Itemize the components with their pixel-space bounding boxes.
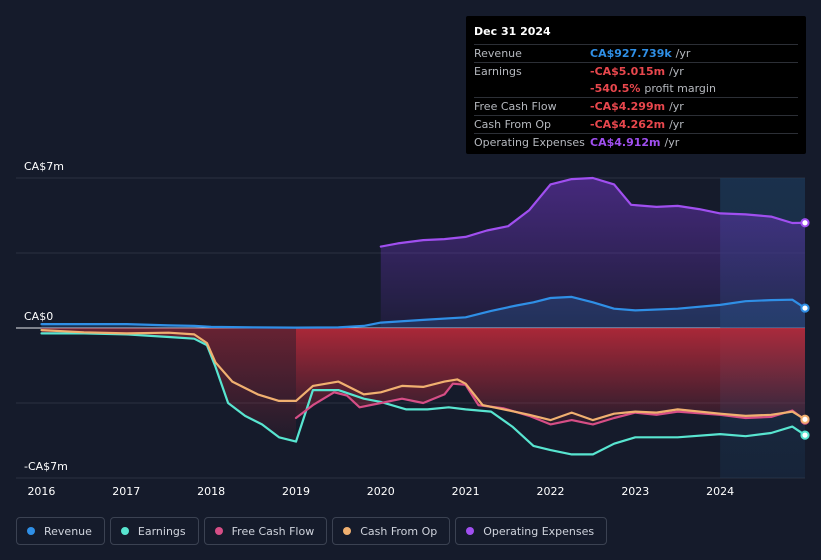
x-tick-label: 2017 bbox=[112, 485, 140, 498]
legend-dot-icon bbox=[120, 527, 129, 535]
legend-dot-icon bbox=[343, 527, 352, 535]
legend-dot-icon bbox=[27, 527, 35, 535]
cash-from-op-line bbox=[40, 329, 807, 422]
earnings-area bbox=[41, 328, 296, 442]
cash-from-op-end-marker bbox=[800, 414, 810, 424]
legend-label: Earnings bbox=[137, 524, 186, 538]
legend-label: Operating Expenses bbox=[483, 524, 595, 538]
chart-canvas: CA$7m CA$0 -CA$7m 2016 2017 2018 2019 2020 2021… bbox=[16, 160, 810, 498]
tooltip-row: Revenue CA$927.739k/yr bbox=[474, 44, 798, 62]
tooltip-row: Cash From Op -CA$4.262m/yr bbox=[474, 115, 798, 133]
x-tick-label: 2016 bbox=[27, 485, 55, 498]
earnings-end-marker bbox=[800, 430, 810, 440]
tooltip-row-value: CA$927.739k bbox=[590, 47, 672, 60]
tooltip-row-label: Free Cash Flow bbox=[474, 100, 557, 113]
x-tick-label: 2021 bbox=[452, 485, 480, 498]
legend-label: Free Cash Flow bbox=[231, 524, 315, 538]
tooltip-row-unit: /yr bbox=[664, 136, 680, 149]
tooltip-row-label: Earnings bbox=[474, 65, 522, 78]
legend-item-earnings[interactable]: Earnings bbox=[109, 517, 199, 545]
tooltip-row-unit: /yr bbox=[675, 47, 691, 60]
revenue-area bbox=[41, 296, 806, 328]
x-tick-label: 2022 bbox=[536, 485, 564, 498]
operating-expenses-line bbox=[379, 176, 807, 248]
tooltip-row-unit: /yr bbox=[669, 65, 684, 78]
x-tick-label: 2019 bbox=[282, 485, 310, 498]
legend: Revenue Earnings Free Cash Flow Cash From O… bbox=[16, 517, 608, 545]
tooltip-row-unit: profit margin bbox=[644, 82, 716, 95]
x-axis-labels: 2016 2017 2018 2019 2020 2021 2022 2023 2024 bbox=[27, 485, 734, 498]
y-tick-label: -CA$7m bbox=[24, 460, 68, 473]
tooltip-row-value: CA$4.912m bbox=[590, 136, 661, 149]
tooltip-row: -540.5% profit margin bbox=[474, 80, 798, 97]
legend-item-operating-expenses[interactable]: Operating Expenses bbox=[455, 517, 608, 545]
free-cash-flow-area bbox=[295, 328, 805, 425]
tooltip-row-value: -540.5% bbox=[590, 82, 641, 95]
operating-expenses-area bbox=[380, 178, 805, 328]
tooltip-row-unit: /yr bbox=[669, 100, 684, 113]
legend-item-cash-from-op[interactable]: Cash From Op bbox=[332, 517, 451, 545]
earnings-line bbox=[40, 332, 807, 456]
tooltip-row-unit: /yr bbox=[669, 118, 684, 131]
x-tick-label: 2023 bbox=[621, 485, 649, 498]
legend-item-revenue[interactable]: Revenue bbox=[16, 517, 105, 545]
tooltip-row: Free Cash Flow -CA$4.299m/yr bbox=[474, 97, 798, 115]
tooltip-row-value: -CA$4.299m bbox=[590, 100, 666, 113]
tooltip-panel: Dec 31 2024 Revenue CA$927.739k/yr Earning… bbox=[466, 16, 806, 154]
x-tick-label: 2024 bbox=[706, 485, 734, 498]
tooltip-row-label: Cash From Op bbox=[474, 118, 552, 131]
x-tick-label: 2018 bbox=[197, 485, 225, 498]
tooltip-row-value: -CA$4.262m bbox=[590, 118, 666, 131]
tooltip-rows: Revenue CA$927.739k/yr Earnings -CA$5.015m /… bbox=[474, 44, 798, 151]
area-fills bbox=[41, 178, 806, 442]
legend-label: Cash From Op bbox=[360, 524, 438, 538]
tooltip-row-label: Operating Expenses bbox=[474, 136, 585, 149]
series-lines bbox=[40, 176, 807, 456]
tooltip-row-label bbox=[474, 80, 590, 97]
series-end-markers bbox=[800, 218, 810, 440]
legend-dot-icon bbox=[466, 527, 475, 535]
tooltip-row: Operating Expenses CA$4.912m/yr bbox=[474, 133, 798, 151]
y-tick-label: CA$7m bbox=[24, 160, 64, 173]
revenue-line bbox=[40, 295, 807, 329]
legend-dot-icon bbox=[214, 527, 223, 535]
tooltip-date: Dec 31 2024 bbox=[474, 25, 551, 38]
y-axis-labels: CA$7m CA$0 -CA$7m bbox=[24, 160, 68, 473]
tooltip-row-label: Revenue bbox=[474, 47, 522, 60]
y-tick-label: CA$0 bbox=[24, 310, 53, 323]
tooltip-row-value: -CA$5.015m bbox=[590, 65, 666, 78]
legend-label: Revenue bbox=[44, 524, 92, 538]
legend-item-free-cash-flow[interactable]: Free Cash Flow bbox=[203, 517, 328, 545]
x-tick-label: 2020 bbox=[367, 485, 395, 498]
tooltip-row: Earnings -CA$5.015m/yr bbox=[474, 62, 798, 80]
operating-expenses-end-marker bbox=[800, 218, 810, 228]
revenue-end-marker bbox=[800, 303, 810, 313]
